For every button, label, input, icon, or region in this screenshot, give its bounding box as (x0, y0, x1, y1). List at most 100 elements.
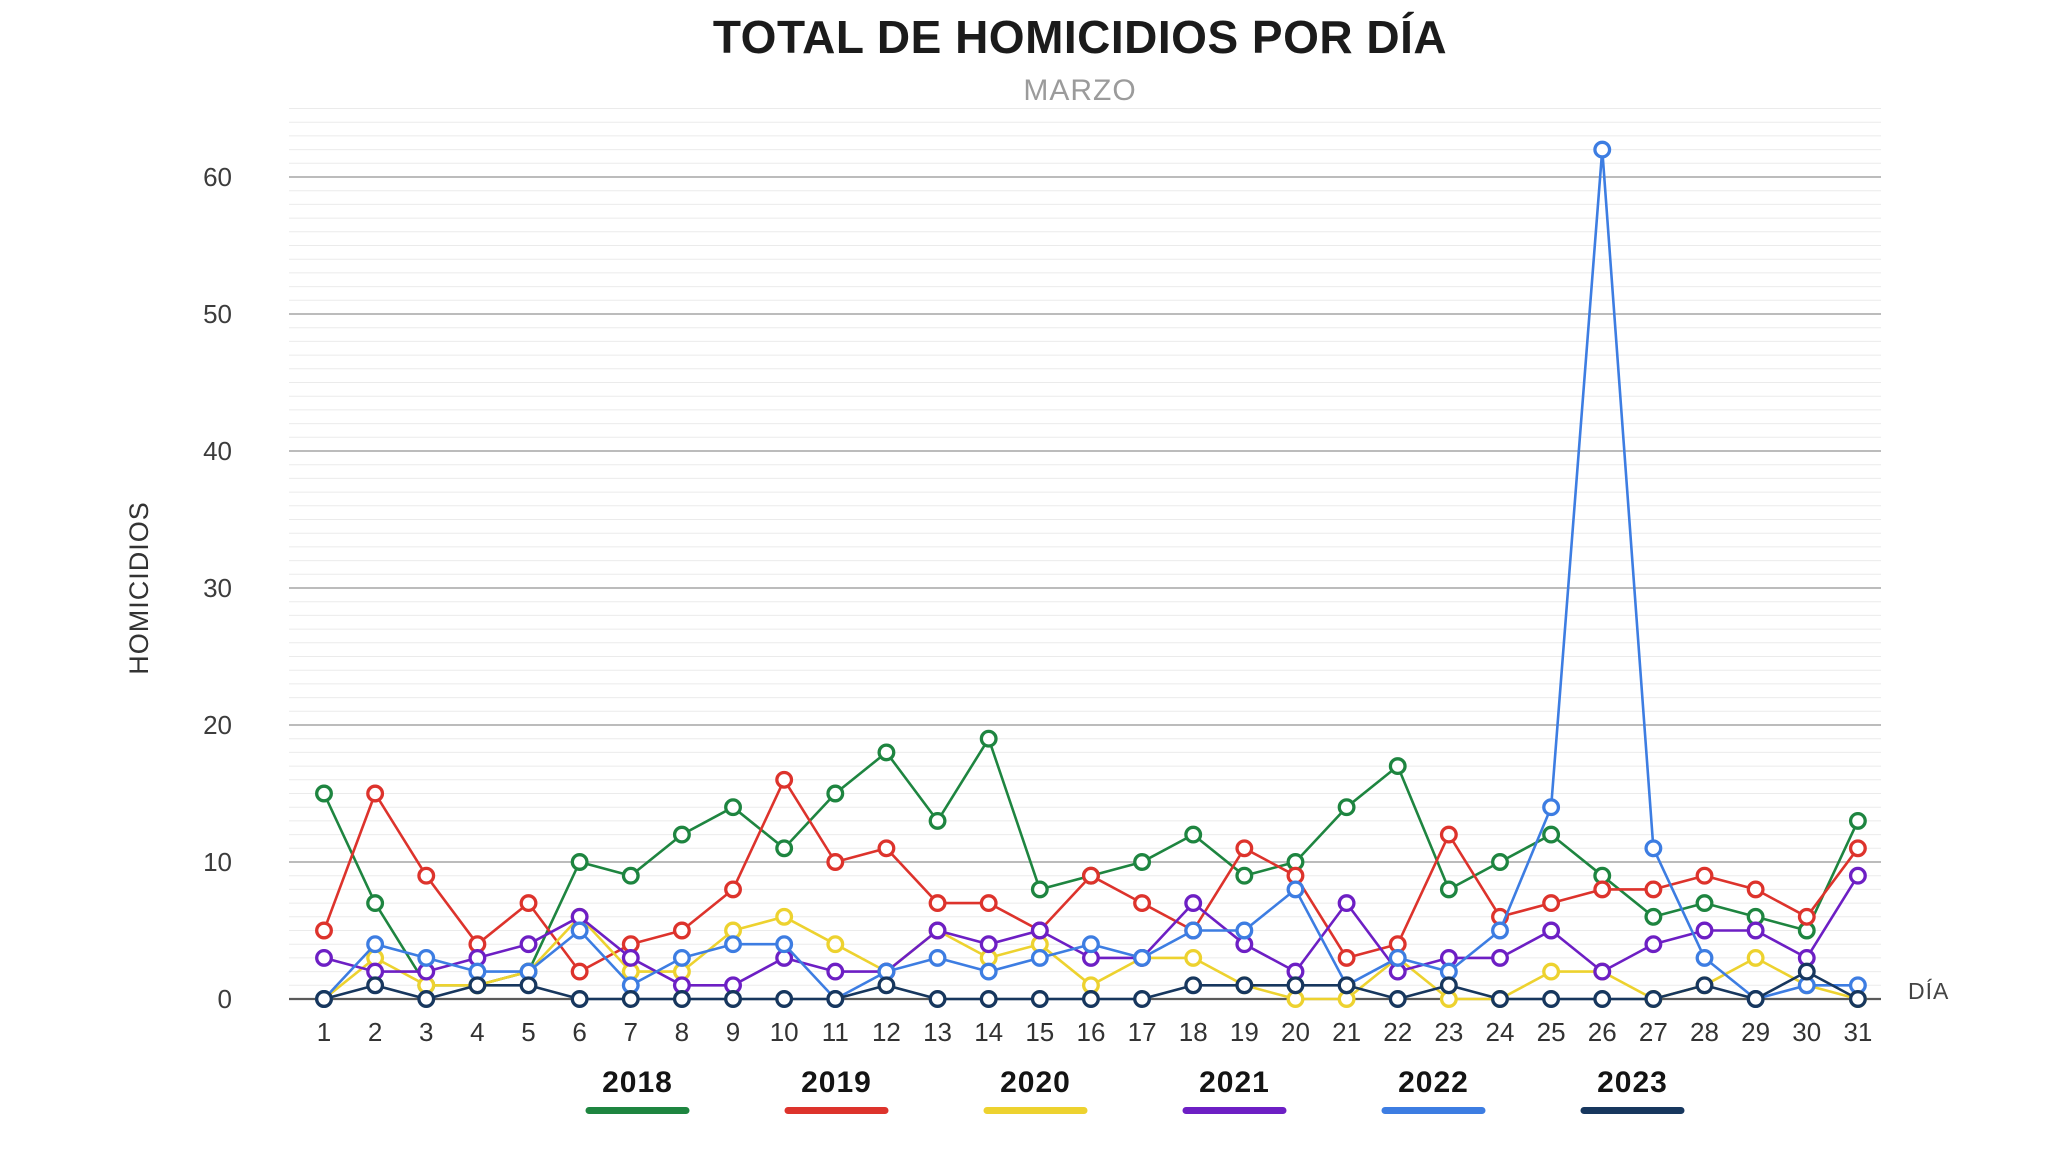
data-point-2019-day-5 (519, 894, 538, 913)
x-tick-label: 1 (317, 1017, 331, 1047)
data-point-2019-day-31 (1848, 839, 1867, 858)
x-tick-label: 25 (1537, 1017, 1566, 1047)
data-point-2019-day-13 (928, 894, 947, 913)
legend-item-2023: 2023 (1580, 1066, 1685, 1114)
data-point-2021-day-5 (519, 935, 538, 954)
x-tick-label: 18 (1179, 1017, 1208, 1047)
x-tick-label: 28 (1690, 1017, 1719, 1047)
data-point-2022-day-14 (979, 962, 998, 981)
data-point-2023-day-16 (1081, 990, 1100, 1008)
data-point-2018-day-22 (1388, 757, 1407, 776)
data-point-2020-day-11 (826, 935, 845, 954)
data-point-2023-day-17 (1133, 990, 1152, 1008)
x-tick-label: 14 (974, 1017, 1003, 1047)
x-tick-label: 26 (1588, 1017, 1617, 1047)
data-point-2018-day-8 (672, 825, 691, 844)
page-title: TOTAL DE HOMICIDIOS POR DÍA (712, 11, 1448, 63)
legend-item-2019: 2019 (784, 1066, 889, 1114)
y-tick-label: 60 (203, 162, 232, 192)
data-point-2023-day-19 (1235, 976, 1254, 995)
data-point-2019-day-25 (1542, 894, 1561, 913)
data-point-2022-day-24 (1491, 921, 1509, 940)
legend-swatch-2022 (1381, 1107, 1486, 1114)
legend-label-2018: 2018 (602, 1066, 673, 1099)
data-point-2023-day-18 (1184, 976, 1203, 995)
data-point-2023-day-26 (1593, 990, 1612, 1008)
x-tick-label: 5 (521, 1017, 535, 1047)
legend-item-2018: 2018 (585, 1066, 690, 1114)
legend-swatch-2018 (585, 1107, 690, 1114)
data-point-2021-day-14 (979, 935, 998, 954)
data-point-2019-day-12 (877, 839, 896, 858)
data-point-2018-day-28 (1695, 894, 1714, 913)
data-point-2023-day-3 (417, 990, 436, 1008)
data-point-2023-day-27 (1644, 990, 1663, 1008)
y-axis-title: HOMICIDIOS (124, 501, 154, 675)
data-series (315, 140, 1867, 1008)
data-point-2023-day-12 (877, 976, 896, 995)
data-point-2020-day-10 (775, 907, 794, 926)
data-point-2018-day-13 (928, 811, 947, 830)
data-point-2023-day-25 (1542, 990, 1561, 1008)
data-point-2023-day-14 (979, 990, 998, 1008)
data-point-2021-day-28 (1695, 921, 1714, 940)
data-point-2022-day-17 (1133, 948, 1152, 967)
data-point-2021-day-7 (621, 948, 640, 967)
x-tick-label: 19 (1230, 1017, 1259, 1047)
data-point-2023-day-30 (1797, 962, 1816, 981)
y-axis-tick-labels: 0 10 20 30 40 50 60 (203, 162, 232, 1014)
data-point-2021-day-31 (1848, 866, 1867, 885)
data-point-2019-day-9 (724, 880, 742, 899)
data-point-2019-day-16 (1081, 866, 1100, 885)
data-point-2019-day-27 (1644, 880, 1663, 899)
data-point-2022-day-18 (1184, 921, 1203, 940)
data-point-2022-day-16 (1081, 935, 1100, 954)
data-point-2019-day-28 (1695, 866, 1714, 885)
data-point-2021-day-15 (1030, 921, 1049, 940)
data-point-2019-day-29 (1746, 880, 1765, 899)
x-axis-title: DÍA (1908, 978, 1949, 1004)
data-point-2023-day-7 (621, 990, 640, 1008)
legend-swatch-2023 (1580, 1107, 1685, 1114)
x-tick-label: 8 (675, 1017, 689, 1047)
data-point-2022-day-9 (724, 935, 742, 954)
y-tick-label: 40 (203, 436, 232, 466)
x-tick-label: 12 (872, 1017, 901, 1047)
data-point-2022-day-20 (1286, 880, 1305, 899)
data-point-2019-day-8 (672, 921, 691, 940)
data-point-2022-day-15 (1030, 948, 1049, 967)
x-tick-label: 3 (419, 1017, 433, 1047)
data-point-2022-day-6 (570, 921, 589, 940)
data-point-2021-day-29 (1746, 921, 1765, 940)
data-point-2018-day-18 (1184, 825, 1203, 844)
data-point-2023-day-29 (1746, 990, 1765, 1008)
x-tick-label: 4 (470, 1017, 484, 1047)
x-tick-label: 31 (1843, 1017, 1872, 1047)
data-point-2022-day-10 (775, 935, 794, 954)
data-point-2019-day-10 (775, 770, 794, 789)
legend-item-2021: 2021 (1182, 1066, 1287, 1114)
data-point-2022-day-13 (928, 948, 947, 967)
data-point-2023-day-15 (1030, 990, 1049, 1008)
data-point-2023-day-5 (519, 976, 538, 995)
x-tick-label: 21 (1332, 1017, 1361, 1047)
data-point-2018-day-23 (1439, 880, 1458, 899)
x-tick-label: 13 (923, 1017, 952, 1047)
x-tick-label: 30 (1792, 1017, 1821, 1047)
data-point-2023-day-1 (315, 990, 333, 1008)
data-point-2019-day-17 (1133, 894, 1152, 913)
x-tick-label: 20 (1281, 1017, 1310, 1047)
data-point-2022-day-8 (672, 948, 691, 967)
x-tick-label: 17 (1128, 1017, 1157, 1047)
data-point-2018-day-25 (1542, 825, 1561, 844)
data-point-2021-day-26 (1593, 962, 1612, 981)
data-point-2023-day-23 (1439, 976, 1458, 995)
y-tick-label: 50 (203, 299, 232, 329)
x-tick-label: 22 (1383, 1017, 1412, 1047)
legend-label-2021: 2021 (1199, 1066, 1270, 1099)
y-tick-label: 10 (203, 847, 232, 877)
data-point-2023-day-22 (1388, 990, 1407, 1008)
data-point-2021-day-1 (315, 948, 333, 967)
chart-legend: 2018 2019 2020 2021 2022 2023 (585, 1066, 1685, 1114)
